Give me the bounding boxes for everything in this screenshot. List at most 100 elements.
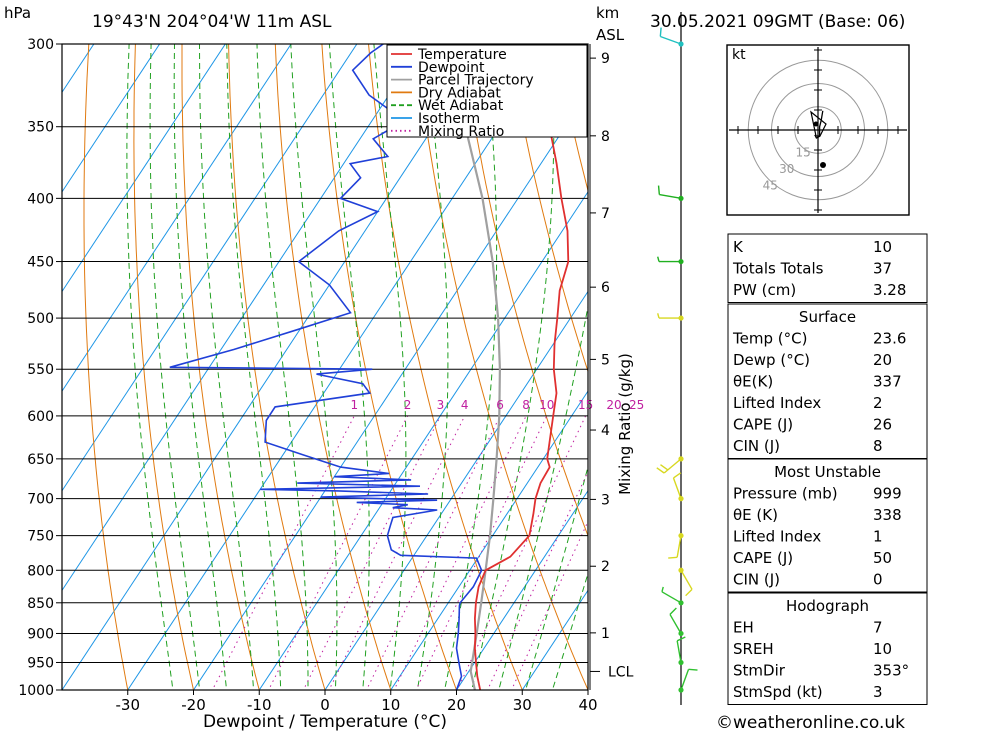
x-axis-label: Dewpoint / Temperature (°C) [203,712,447,732]
dry-adiabat-line [83,44,129,690]
isotherm-line [62,44,358,492]
surface-table-label: θE(K) [733,373,773,391]
hodograph-ring-label: 45 [763,178,778,192]
pressure-tick-label: 1000 [18,683,54,699]
isobar-lines [62,43,588,691]
wind-barb-staff [676,535,682,558]
wet-adiabat-line [173,44,228,690]
legend-label: Wet Adiabat [418,98,504,114]
wet-adiabat-line [256,44,309,690]
mixing-ratio-label: 2 [404,398,412,412]
indices-top-value: 10 [873,238,892,256]
mixing-ratio-label: 6 [496,398,504,412]
hodograph-table-value: 3 [873,683,883,701]
isotherm-line [192,91,588,690]
wet-adiabat-line [226,44,282,690]
storm-motion-marker [813,121,819,127]
surface-table-label: CIN (J) [733,437,780,455]
wind-barb-staff [661,591,682,604]
mixing-ratio-line [456,415,587,690]
indices-top-label: Totals Totals [732,260,824,278]
wind-barb-staff [663,458,682,474]
mixing-ratio-line [393,415,527,690]
isotherm-line [390,390,588,690]
hodograph-table-value: 7 [873,619,883,637]
pressure-tick-label: 550 [27,362,54,378]
dry-adiabat-line [981,0,1000,716]
mixing-ratio-line [268,415,409,690]
legend-label: Dewpoint [418,60,485,76]
isotherm-line [62,44,161,193]
dry-adiabat-line [181,44,260,690]
pressure-unit-label: hPa [4,4,31,22]
dry-adiabat-line [554,44,588,193]
legend-label: Isotherm [418,111,480,127]
indices-top-value: 3.28 [873,281,906,299]
surface-table-value: 23.6 [873,330,906,348]
height-tick-label: 4 [601,423,610,439]
mixing-ratio-label: 10 [539,398,554,412]
most-unstable-table-value: 0 [873,571,883,589]
pressure-tick-label: 900 [27,626,54,642]
wind-barb-station [678,659,684,666]
mixing-ratio-label: 4 [461,398,469,412]
indices-top-frame [727,233,928,303]
temperature-tick-label: 0 [320,696,330,714]
hodograph-ring-label: 15 [796,145,811,159]
hodograph-unit-label: kt [732,47,746,63]
most-unstable-table-title: Most Unstable [774,463,881,481]
indices-top-label: PW (cm) [733,281,796,299]
hodograph-table-value: 353° [873,662,909,680]
isotherm-line [258,190,588,690]
location-title: 19°43'N 204°04'W 11m ASL [92,12,332,32]
mixing-ratio-label: 3 [437,398,445,412]
hodograph-table-title: Hodograph [786,597,869,615]
most-unstable-table-label: CIN (J) [733,571,780,589]
height-tick-label: 5 [601,352,610,368]
indices-top-label: K [733,238,744,256]
isotherm-line [62,44,226,293]
pressure-tick-label: 300 [27,37,54,53]
height-tick-label: 1 [601,626,610,642]
height-tick-label: 2 [601,559,610,575]
pressure-tick-label: 650 [27,452,54,468]
dry-adiabat-line [507,44,588,374]
isotherm-line [62,44,95,94]
wind-barb-staff [672,477,682,499]
isotherm-line [324,290,588,690]
wet-adiabat-line [328,44,370,690]
pressure-tick-label: 450 [27,255,54,271]
datetime-title: 30.05.2021 09GMT (Base: 06) [650,12,905,32]
parcel-trajectory-line [444,44,502,690]
mixing-ratio-line [365,415,501,690]
wind-barb-flag [657,185,661,195]
pressure-tick-label: 850 [27,596,54,612]
height-tick-label: 3 [601,492,610,508]
temperature-tick-label: -10 [247,696,272,714]
hodograph-ring-label: 30 [779,162,794,176]
surface-table-frame [727,303,928,459]
wind-barb-flag [661,586,664,592]
most-unstable-table-value: 999 [873,485,902,503]
surface-table-value: 337 [873,373,902,391]
hodograph-table-label: StmDir [733,662,786,680]
temperature-tick-label: -30 [116,696,141,714]
most-unstable-table-label: Lifted Index [733,528,821,546]
hodograph-table-value: 10 [873,640,892,658]
height-tick-label: 6 [601,280,610,296]
mixing-ratio-line [211,415,355,690]
height-tick-label: 7 [601,206,610,222]
mixing-ratio-axis-label: Mixing Ratio (g/kg) [616,353,634,495]
most-unstable-table-label: Pressure (mb) [733,485,838,503]
legend-label: Temperature [417,47,507,63]
wet-adiabat-line [373,44,407,690]
asl-label: ASL [596,26,625,44]
most-unstable-table-label: CAPE (J) [733,549,793,567]
mixing-ratio-label: 20 [606,398,621,412]
surface-table-value: 26 [873,416,892,434]
mixing-ratio-line [415,415,548,690]
